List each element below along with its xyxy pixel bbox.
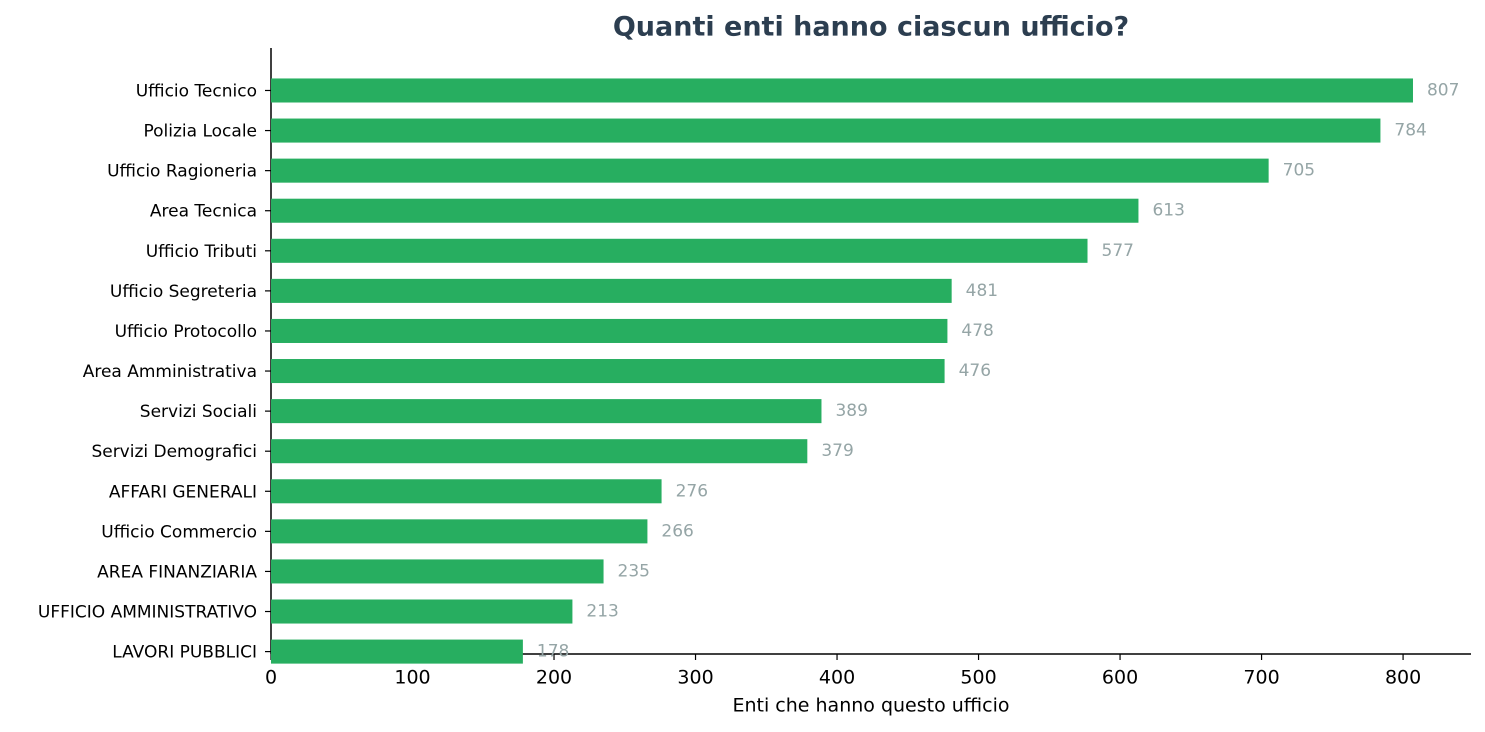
x-tick-label: 400 bbox=[819, 667, 855, 689]
y-tick-label: Ufficio Segreteria bbox=[110, 282, 257, 302]
bar bbox=[271, 359, 945, 384]
y-tick-label: Ufficio Ragioneria bbox=[107, 162, 257, 182]
value-label: 389 bbox=[835, 401, 867, 421]
value-label: 613 bbox=[1152, 201, 1184, 221]
bar bbox=[271, 78, 1413, 103]
x-tick-label: 800 bbox=[1385, 667, 1421, 689]
y-tick-label: Area Amministrativa bbox=[83, 362, 257, 382]
y-tick-label: Polizia Locale bbox=[144, 122, 257, 142]
y-tick-label: LAVORI PUBBLICI bbox=[112, 643, 257, 663]
x-tick-label: 600 bbox=[1102, 667, 1138, 689]
y-tick-label: Ufficio Protocollo bbox=[115, 322, 257, 342]
value-label: 478 bbox=[961, 321, 993, 341]
value-label: 266 bbox=[661, 521, 693, 541]
value-label: 178 bbox=[537, 642, 569, 662]
bar bbox=[271, 439, 808, 464]
bar bbox=[271, 158, 1269, 183]
value-label: 276 bbox=[676, 481, 708, 501]
bar bbox=[271, 318, 948, 343]
bar bbox=[271, 278, 952, 303]
bar bbox=[271, 479, 662, 504]
bar bbox=[271, 559, 604, 584]
value-label: 577 bbox=[1102, 241, 1134, 261]
value-label: 705 bbox=[1283, 161, 1315, 181]
y-tick-label: Ufficio Tributi bbox=[146, 242, 257, 262]
x-tick-label: 500 bbox=[960, 667, 996, 689]
value-label: 784 bbox=[1394, 121, 1426, 141]
value-label: 481 bbox=[966, 281, 998, 301]
x-tick-label: 200 bbox=[536, 667, 572, 689]
value-label: 807 bbox=[1427, 80, 1459, 100]
chart-title: Quanti enti hanno ciascun ufficio? bbox=[613, 12, 1129, 43]
value-label: 213 bbox=[586, 602, 618, 622]
y-tick-label: Ufficio Commercio bbox=[101, 522, 257, 542]
y-tick-label: AFFARI GENERALI bbox=[109, 482, 257, 502]
bar bbox=[271, 198, 1139, 223]
y-tick-label: Area Tecnica bbox=[150, 202, 257, 222]
bar bbox=[271, 238, 1088, 263]
bar bbox=[271, 399, 822, 424]
value-label: 235 bbox=[618, 561, 650, 581]
bar bbox=[271, 639, 523, 664]
value-label: 476 bbox=[959, 361, 991, 381]
bar bbox=[271, 118, 1381, 143]
bar bbox=[271, 599, 573, 624]
x-tick-label: 700 bbox=[1243, 667, 1279, 689]
x-axis-label: Enti che hanno questo ufficio bbox=[732, 695, 1009, 717]
y-tick-label: AREA FINANZIARIA bbox=[97, 562, 257, 582]
bar bbox=[271, 519, 648, 544]
y-tick-label: Servizi Sociali bbox=[140, 402, 257, 422]
x-tick-label: 0 bbox=[265, 667, 277, 689]
y-tick-label: UFFICIO AMMINISTRATIVO bbox=[38, 603, 257, 623]
y-tick-label: Ufficio Tecnico bbox=[136, 81, 257, 101]
y-tick-label: Servizi Demografici bbox=[91, 442, 257, 462]
value-label: 379 bbox=[821, 441, 853, 461]
x-tick-label: 100 bbox=[394, 667, 430, 689]
x-tick-label: 300 bbox=[677, 667, 713, 689]
